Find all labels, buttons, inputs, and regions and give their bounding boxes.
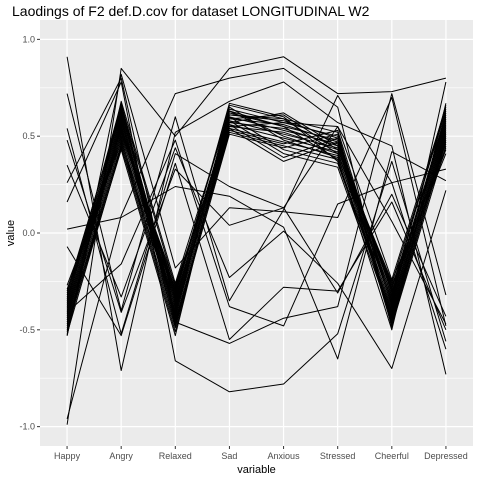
series-line-25 bbox=[66, 104, 447, 332]
series-line-39 bbox=[66, 73, 447, 336]
series-line-37 bbox=[66, 139, 447, 327]
series-line-30 bbox=[66, 93, 447, 350]
x-axis-title: variable bbox=[237, 464, 276, 476]
x-tick-label: Angry bbox=[109, 451, 133, 461]
series-line-34 bbox=[66, 162, 447, 340]
series-line-31 bbox=[66, 128, 447, 335]
x-tick-label: Sad bbox=[221, 451, 237, 461]
x-tick-label: Cheerful bbox=[375, 451, 409, 461]
y-tick-label: 1.0 bbox=[22, 34, 35, 44]
x-tick-label: Anxious bbox=[268, 451, 301, 461]
series-layer bbox=[66, 56, 447, 425]
x-tick-label: Happy bbox=[54, 451, 81, 461]
y-tick-label: 0.5 bbox=[22, 131, 35, 141]
series-line-22 bbox=[66, 112, 447, 329]
series-line-29 bbox=[66, 56, 447, 375]
series-line-27 bbox=[66, 56, 447, 425]
y-tick-label: -0.5 bbox=[19, 325, 35, 335]
series-line-26 bbox=[66, 100, 447, 336]
chart-title: Laodings of F2 def.D.cov for dataset LON… bbox=[12, 3, 370, 19]
series-line-36 bbox=[66, 81, 447, 393]
x-axis-ticks: Happy Angry Relaxed Sad Anxious Stressed Cheer… bbox=[54, 446, 468, 461]
y-axis-title: value bbox=[5, 220, 17, 246]
series-line-12 bbox=[66, 126, 447, 334]
series-line-21 bbox=[66, 127, 447, 327]
series-line-24 bbox=[66, 110, 447, 337]
x-tick-label: Depressed bbox=[424, 451, 468, 461]
y-axis-ticks: -1.0 -0.5 0.0 0.5 1.0 bbox=[19, 34, 40, 432]
series-line-17 bbox=[66, 102, 447, 317]
series-line-32 bbox=[66, 126, 447, 325]
series-line-33 bbox=[66, 77, 447, 344]
y-tick-label: -1.0 bbox=[19, 422, 35, 432]
x-tick-label: Stressed bbox=[320, 451, 356, 461]
x-tick-label: Relaxed bbox=[159, 451, 192, 461]
y-tick-label: 0.0 bbox=[22, 228, 35, 238]
series-line-38 bbox=[66, 147, 447, 369]
series-line-28 bbox=[66, 67, 447, 420]
